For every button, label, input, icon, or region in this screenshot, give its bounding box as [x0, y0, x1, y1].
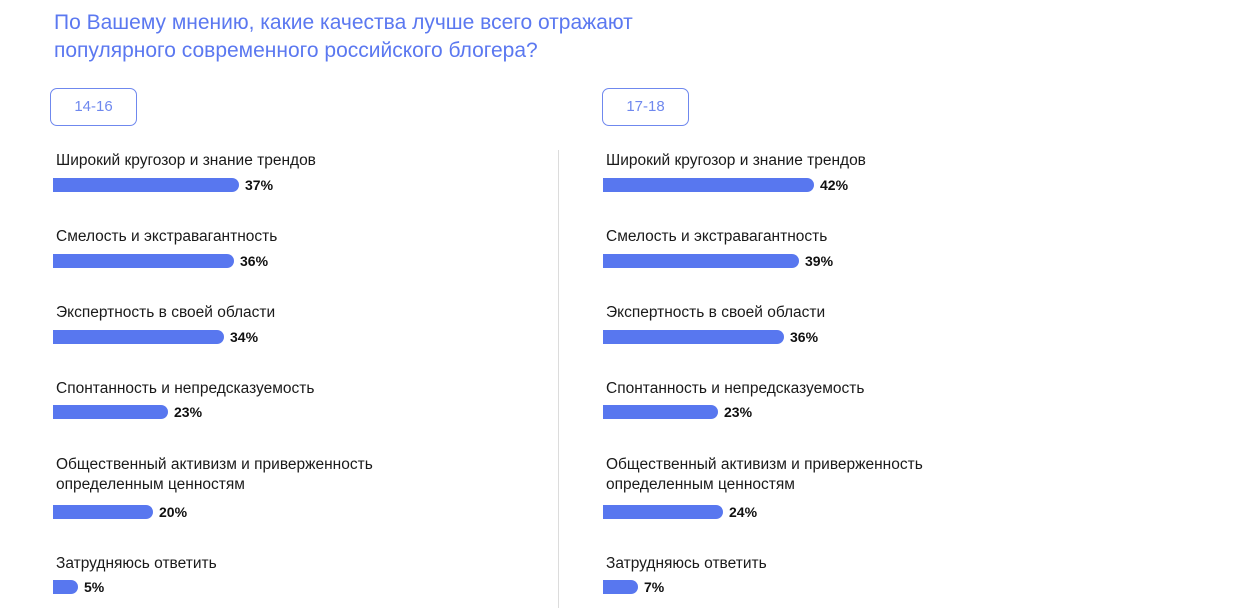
title-line-1: По Вашему мнению, какие качества лучше в… [54, 11, 633, 34]
bar-value-label: 24% [729, 504, 758, 520]
bar-14-16-6 [53, 580, 78, 594]
bar-14-16-2 [53, 254, 234, 268]
bar-17-18-6 [603, 580, 638, 594]
column-divider [558, 150, 559, 608]
bar-17-18-5 [603, 505, 723, 519]
category-label: Спонтанность и непредсказуемость [56, 380, 315, 397]
chart-panel-17-18: Широкий кругозор и знание трендов 42% Смел… [603, 0, 1083, 608]
bar-14-16-4 [53, 405, 168, 419]
bar-value-label: 39% [805, 253, 834, 269]
category-label: определенным ценностям [606, 476, 795, 493]
category-label: Затрудняюсь ответить [606, 555, 767, 572]
page-title: По Вашему мнению, какие качества лучше в… [54, 9, 633, 65]
bar-14-16-5 [53, 505, 153, 519]
bar-value-label: 20% [159, 504, 188, 520]
age-group-tag-17-18: 17-18 [602, 88, 689, 126]
age-group-tag-14-16: 14-16 [50, 88, 137, 126]
bar-14-16-3 [53, 330, 224, 344]
category-label: Смелость и экстравагантность [606, 228, 828, 245]
bar-value-label: 7% [644, 579, 665, 595]
bar-17-18-1 [603, 178, 814, 192]
category-label: Экспертность в своей области [56, 304, 276, 321]
bar-value-label: 5% [84, 579, 105, 595]
category-label: определенным ценностям [56, 476, 245, 493]
category-label: Широкий кругозор и знание трендов [56, 152, 316, 169]
bar-value-label: 36% [240, 253, 269, 269]
bar-17-18-2 [603, 254, 799, 268]
bar-17-18-4 [603, 405, 718, 419]
bar-value-label: 36% [790, 329, 819, 345]
category-label: Спонтанность и непредсказуемость [606, 380, 865, 397]
category-label: Смелость и экстравагантность [56, 228, 278, 245]
bar-value-label: 23% [174, 404, 203, 420]
bar-17-18-3 [603, 330, 784, 344]
category-label: Затрудняюсь ответить [56, 555, 217, 572]
category-label: Общественный активизм и приверженность [606, 456, 923, 473]
category-label: Широкий кругозор и знание трендов [606, 152, 866, 169]
title-line-2: популярного современного российского бло… [54, 39, 538, 62]
bar-value-label: 42% [820, 177, 849, 193]
bar-value-label: 37% [245, 177, 274, 193]
category-label: Экспертность в своей области [606, 304, 826, 321]
bar-value-label: 23% [724, 404, 753, 420]
bar-value-label: 34% [230, 329, 259, 345]
bar-14-16-1 [53, 178, 239, 192]
chart-panel-14-16: Широкий кругозор и знание трендов 37% Смел… [53, 0, 533, 608]
category-label: Общественный активизм и приверженность [56, 456, 373, 473]
